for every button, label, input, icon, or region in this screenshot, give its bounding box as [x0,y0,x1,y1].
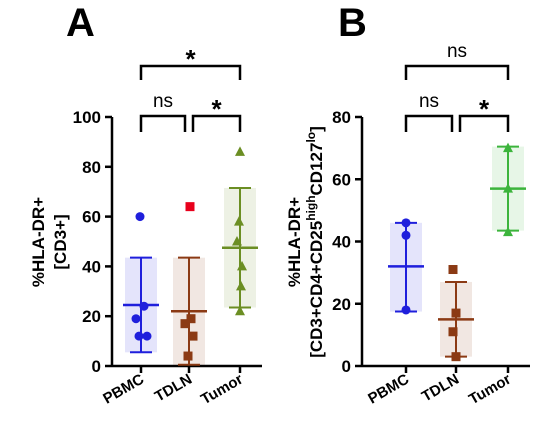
panel-b-bracket-0 [404,114,454,132]
panel-b-y-tick-label: 0 [342,357,351,376]
panel-a-ylabel-line2: [CD3+] [51,214,70,269]
panel-b-significance-label-2: ns [447,41,467,62]
panel-a-x-tick-label: TDLN [152,371,195,406]
panel-b-point-pbmc [401,218,411,228]
panel-a-significance-label-0: ns [153,91,173,112]
panel-a-plot: 0 20 40 60 80 100 PBMC TDLN Tumor ns * * [73,44,262,408]
panel-b-ylabel-sup2: lo [304,132,318,143]
panel-a-bracket-2 [139,64,242,80]
panel-a-point-tumor [236,280,246,291]
panel-a-point-pbmc [131,314,141,324]
panel-b-ylabel-post: ] [307,126,326,132]
panel-a-x-tick-label: PBMC [100,371,147,408]
panel-a-point-tdln [188,331,198,341]
panel-a-point-tdln [183,351,193,361]
panel-b-bracket-1 [458,114,510,132]
panel-b-point-tdln [451,308,461,318]
panel-a-ylabel: %HLA-DR+ [CD3+] [29,197,70,287]
panel-a-point-tumor [237,260,247,271]
panel-b-bracket-2 [404,64,510,80]
panel-b-significance-label-1: * [479,94,490,124]
panel-a-point-tdln [185,202,195,212]
panel-b-ylabel-mid: CD127 [307,143,326,196]
panel-a-label: A [66,1,95,45]
panel-b-ylabel-line2: [CD3+CD4+CD25highCD127lo] [304,126,326,358]
panel-b-ylabel-pre: [CD3+CD4+CD25 [307,221,326,358]
panel-b-x-tick-label: TDLN [419,371,462,406]
panel-a-point-pbmc [142,331,152,341]
panel-b-y-tick-label: 80 [332,108,351,127]
panel-b-point-tdln [448,265,458,275]
panel-b-significance-label-0: ns [419,91,439,112]
panel-b-point-pbmc [401,305,411,315]
panel-b-point-tumor [503,226,513,237]
panel-b-ylabel-sup1: high [304,195,318,220]
panel-a-significance-label-2: * [185,44,196,74]
panel-a-y-tick-label: 0 [92,357,101,376]
panel-a-point-pbmc [139,301,149,311]
panel-b-plot: 0 20 40 60 80 PBMC TDLN Tumor ns * ns [332,41,530,408]
panel-a-bracket-1 [191,114,242,132]
panel-b-x-tick-label: Tumor [466,371,514,409]
panel-a-y-tick-label: 100 [73,108,101,127]
panel-a-point-tdln [186,314,196,324]
panel-b-point-pbmc [401,230,411,240]
panel-a-point-tumor [235,146,245,156]
panel-a-point-tumor [232,236,242,246]
panel-b-point-tumor [503,142,513,153]
panel-a-bracket-0 [139,114,187,132]
panel-b-point-tumor [503,183,513,193]
panel-a-point-tumor [234,216,244,226]
panel-a-point-tumor [235,305,245,316]
panel-a-y-tick-label: 40 [82,257,101,276]
panel-b-y-tick-label: 20 [332,295,351,314]
panel-b-point-tdln [451,352,461,362]
panel-a-y-tick-label: 20 [82,307,101,326]
panel-a-point-pbmc [135,212,145,222]
panel-a-significance-label-1: * [211,94,222,124]
panel-a-x-tick-label: Tumor [198,371,246,409]
panel-b-x-tick-label: PBMC [365,371,412,408]
panel-a-y-tick-label: 80 [82,158,101,177]
panel-b-label: B [338,1,367,45]
panel-a-point-pbmc [134,331,144,341]
panel-a-ylabel-line1: %HLA-DR+ [29,197,48,287]
panel-a-y-tick-label: 60 [82,208,101,227]
panel-b-ylabel-line1: %HLA-DR+ [285,197,304,287]
panel-a-point-tdln [180,319,190,329]
panel-b-point-tdln [448,327,458,337]
panel-b-y-tick-label: 40 [332,233,351,252]
panel-b-y-tick-label: 60 [332,170,351,189]
